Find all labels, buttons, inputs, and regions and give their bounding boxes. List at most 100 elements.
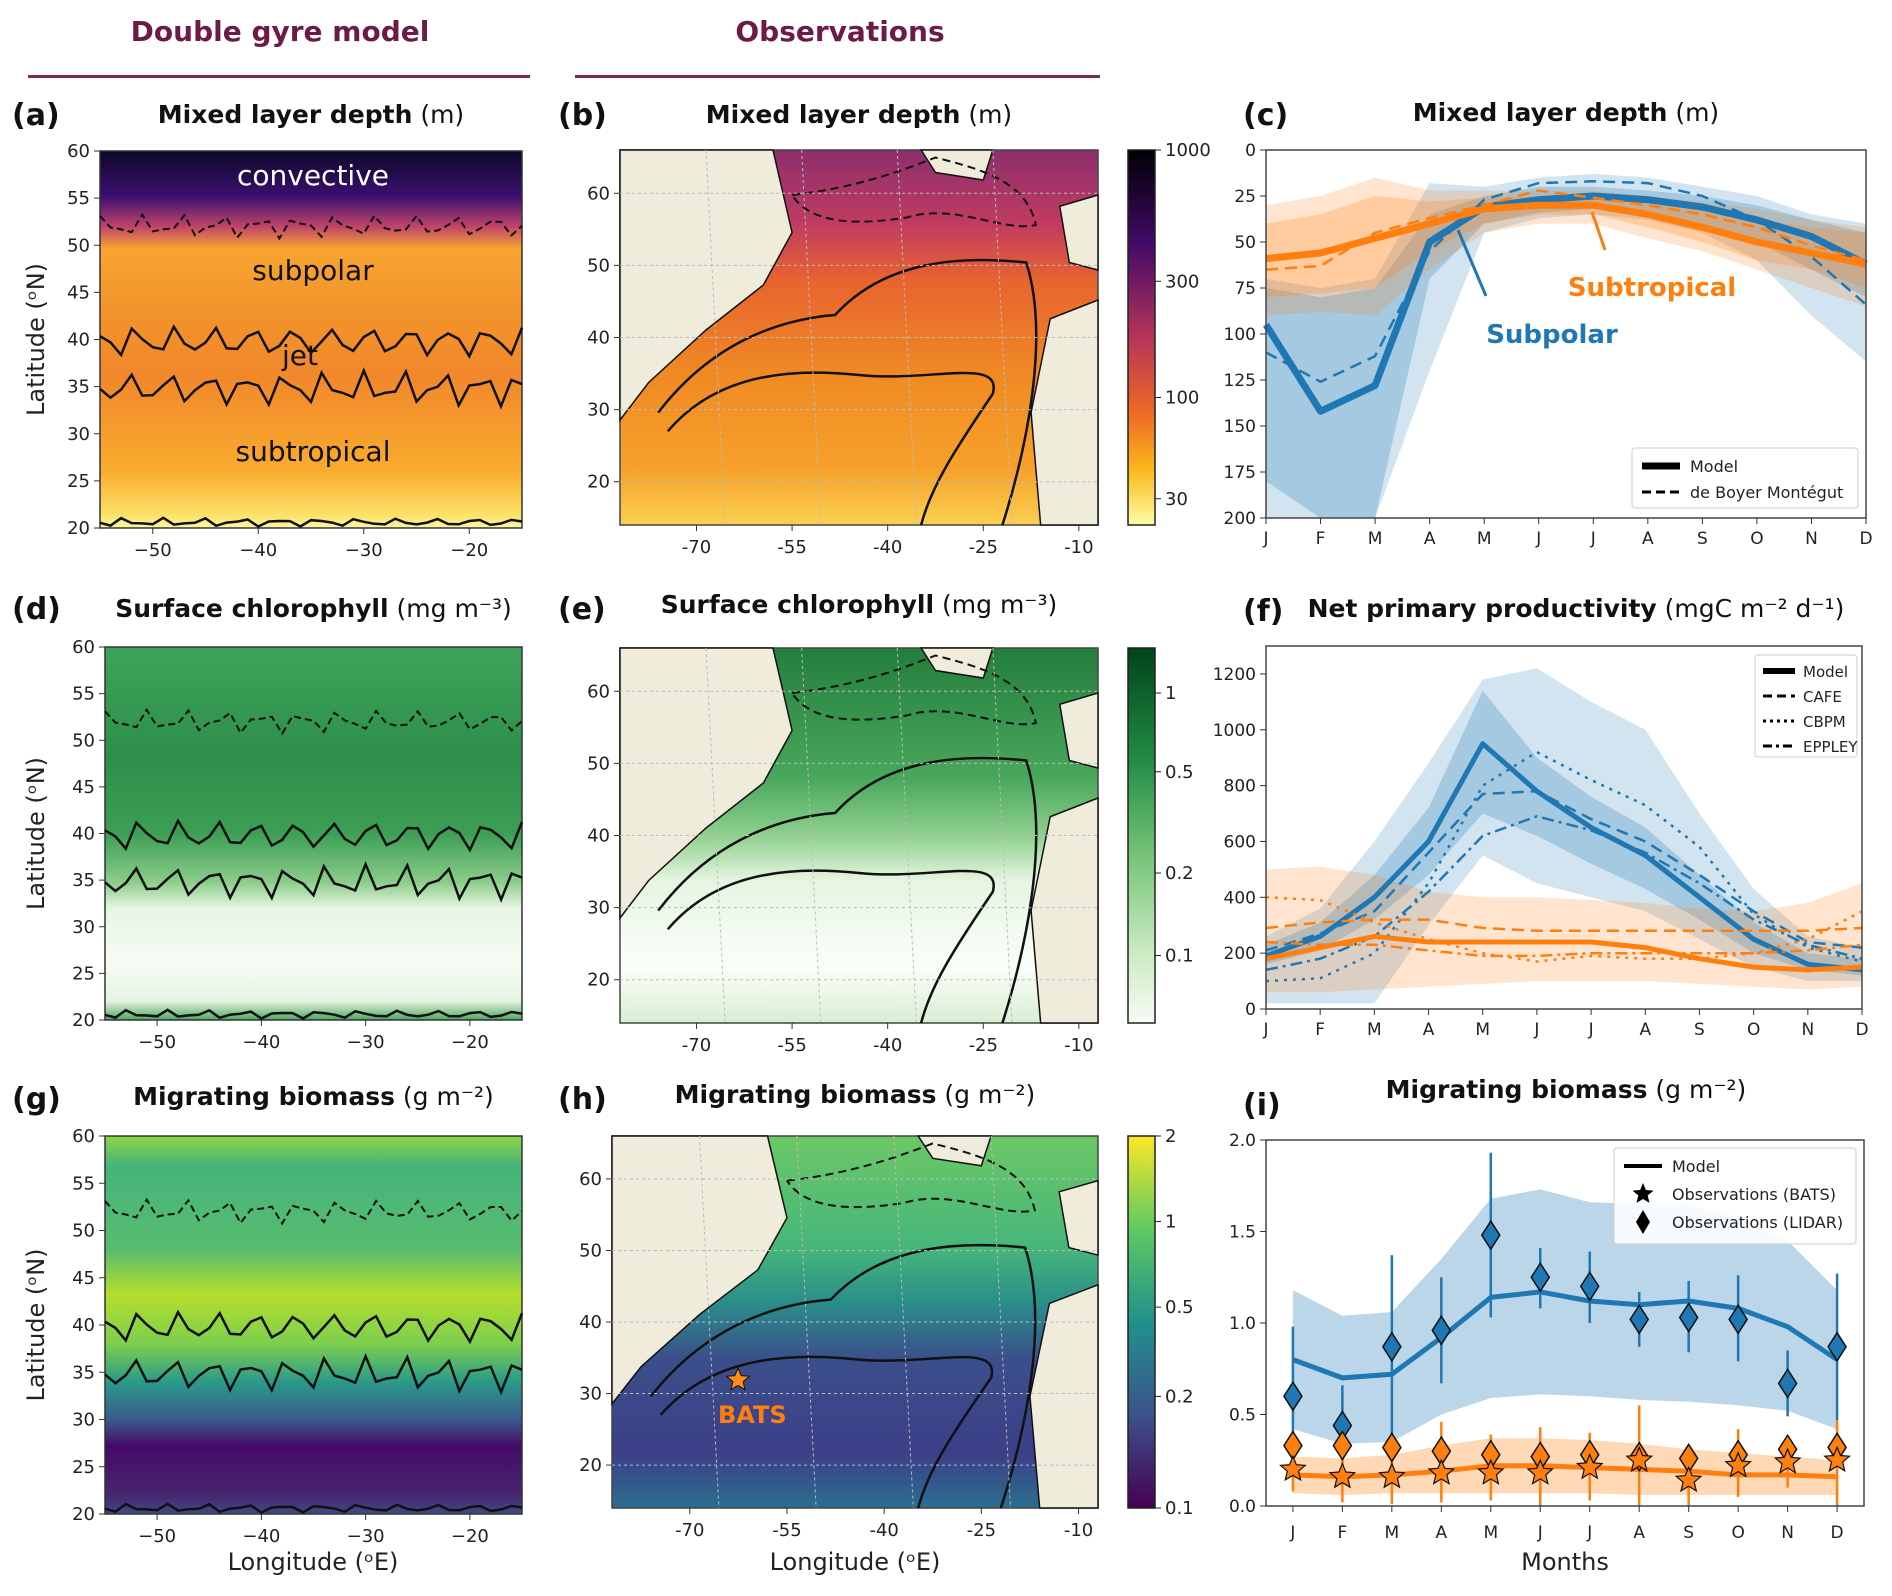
- lon-tick-label: −40: [242, 1526, 280, 1547]
- x-tick-label: A: [1423, 1020, 1435, 1040]
- x-tick-label: J: [1262, 529, 1268, 549]
- y-tick-label: 100: [1224, 325, 1256, 345]
- lon-tick-label: −50: [138, 1032, 176, 1053]
- colorbar-tick-label: 0.5: [1165, 762, 1194, 783]
- lat-tick-label: 30: [72, 1410, 95, 1431]
- lat-tick-label: 55: [67, 188, 90, 209]
- annotation-subpolar: Subpolar: [1486, 320, 1618, 350]
- x-tick-label: M: [1483, 1523, 1498, 1543]
- y-tick-label: 125: [1224, 371, 1256, 391]
- x-tick-label: D: [1855, 1020, 1868, 1040]
- model-map-d: 60 55 50 45 40 35 30 25 20 −50 −40 −30 −20 Latitude (…: [22, 637, 524, 1053]
- region-label-convective: convective: [237, 159, 389, 192]
- lat-tick-label: 50: [587, 753, 610, 774]
- lat-tick-label: 25: [72, 963, 95, 984]
- y-tick-label: 0.5: [1229, 1406, 1256, 1426]
- lon-tick-label: −40: [242, 1032, 280, 1053]
- land-africa-europe: [1030, 298, 1099, 526]
- lat-tick-label: 35: [67, 377, 90, 398]
- panel-title-f-unit: (mgC m⁻² d⁻¹): [1664, 594, 1845, 623]
- panel-title-e: Surface chlorophyll (mg m⁻³): [620, 590, 1098, 619]
- panel-title-b-unit: (m): [968, 100, 1013, 129]
- grid-line: [992, 647, 1013, 1024]
- contour-north: [657, 258, 1038, 526]
- y-tick-label: 1.5: [1229, 1223, 1256, 1243]
- region-label-subtropical: subtropical: [236, 435, 391, 468]
- y-tick-label: 200: [1224, 944, 1256, 964]
- colorbar-tick-label: 2: [1165, 1126, 1176, 1147]
- lidar-diamond-marker: [1283, 1380, 1303, 1412]
- y-tick-label: 800: [1224, 777, 1256, 797]
- lat-tick-label: 30: [67, 424, 90, 445]
- legend-box: [1631, 447, 1859, 509]
- contour-jet-north: [104, 818, 524, 853]
- y-tick-label: 200: [1224, 509, 1256, 529]
- lat-tick-label: 25: [67, 471, 90, 492]
- panel-title-d: Surface chlorophyll (mg m⁻³): [105, 594, 522, 623]
- lon-tick-label: -10: [1064, 1035, 1093, 1056]
- legend-box: [1754, 654, 1858, 758]
- colorbar-tick-label: 0.2: [1165, 863, 1194, 884]
- colorbar-tick-label: 1: [1165, 683, 1176, 704]
- lat-tick-label: 20: [579, 1455, 602, 1476]
- lon-tick-label: −30: [345, 540, 383, 561]
- x-tick-label: J: [1289, 1523, 1295, 1543]
- lat-tick-label: 45: [72, 777, 95, 798]
- lidar-diamond-marker: [1431, 1314, 1452, 1346]
- lon-tick-label: -70: [682, 1035, 711, 1056]
- contour-south: [104, 1502, 523, 1514]
- lat-tick-label: 25: [72, 1457, 95, 1478]
- grid-line: [893, 1135, 914, 1509]
- charts-layer: J F M A M J J A S O N D 0 25 50 75 100 125 150 175 200 Model d…: [1213, 141, 1873, 1576]
- lat-tick-label: 60: [587, 681, 610, 702]
- bats-label: BATS: [718, 1401, 787, 1429]
- y-tick-label: 150: [1224, 417, 1256, 437]
- contour-jet-north: [99, 324, 524, 359]
- panel-title-c-unit: (m): [1675, 98, 1720, 127]
- contour-south: [659, 1355, 994, 1509]
- annotation-pointer-subpolar: [1456, 229, 1488, 297]
- contour-dashed: [791, 654, 1038, 726]
- lat-tick-label: 50: [67, 235, 90, 256]
- obs-column-header: Observations: [735, 15, 945, 48]
- panel-label-c: (c): [1243, 98, 1289, 133]
- contour-dashed: [99, 212, 523, 241]
- panel-label-i: (i): [1243, 1088, 1281, 1123]
- x-axis-label-model: Longitude (ᵒE): [228, 1548, 399, 1576]
- series-line-subpolar-de-boyer-mont-gut: [1265, 180, 1867, 384]
- annotation-subtropical: Subtropical: [1568, 273, 1736, 303]
- legend-label: Model: [1672, 1157, 1720, 1176]
- grid-line: [705, 647, 726, 1024]
- x-tick-label: O: [1731, 1523, 1744, 1543]
- lon-tick-label: -55: [777, 1035, 806, 1056]
- lat-tick-label: 60: [579, 1169, 602, 1190]
- x-tick-label: S: [1683, 1523, 1694, 1543]
- lon-tick-label: -10: [1064, 537, 1093, 558]
- obs-map-b: 60 50 40 30 20 -70 -55 -40 -25 -10 1000 300 100 30: [587, 140, 1211, 558]
- lat-tick-label: 40: [72, 1315, 95, 1336]
- contour-south: [666, 869, 995, 1024]
- obs-map-h: 60 50 40 30 20 -70 -55 -40 -25 -10 2 1 0.5 0.2 0.1: [579, 1126, 1194, 1541]
- grid-line: [896, 149, 917, 526]
- panel-title-i-unit: (g m⁻²): [1655, 1075, 1747, 1104]
- series-line-subtropical-cbpm: [1265, 896, 1863, 963]
- x-tick-label: N: [1805, 529, 1818, 549]
- bats-star-marker: [1674, 1465, 1703, 1493]
- lon-tick-label: -70: [675, 1520, 704, 1541]
- y-tick-label: 50: [1234, 233, 1256, 253]
- bats-star-marker: [1526, 1458, 1555, 1485]
- legend-label: EPPLEY: [1803, 738, 1858, 756]
- uncertainty-band: [1266, 690, 1862, 976]
- lat-tick-label: 55: [72, 684, 95, 705]
- legend-label: Model: [1803, 663, 1848, 681]
- obs-column-divider: [575, 75, 1100, 78]
- lidar-diamond-marker: [1530, 1261, 1551, 1293]
- lat-tick-label: 60: [72, 1126, 95, 1147]
- lat-tick-label: 35: [72, 1362, 95, 1383]
- contour-south: [666, 371, 995, 526]
- x-tick-label: A: [1642, 529, 1654, 549]
- series-line-subpolar-model: [1263, 192, 1868, 415]
- y-tick-label: 75: [1234, 279, 1256, 299]
- lidar-diamond-marker: [1827, 1331, 1847, 1363]
- y-tick-label: 2.0: [1229, 1131, 1256, 1151]
